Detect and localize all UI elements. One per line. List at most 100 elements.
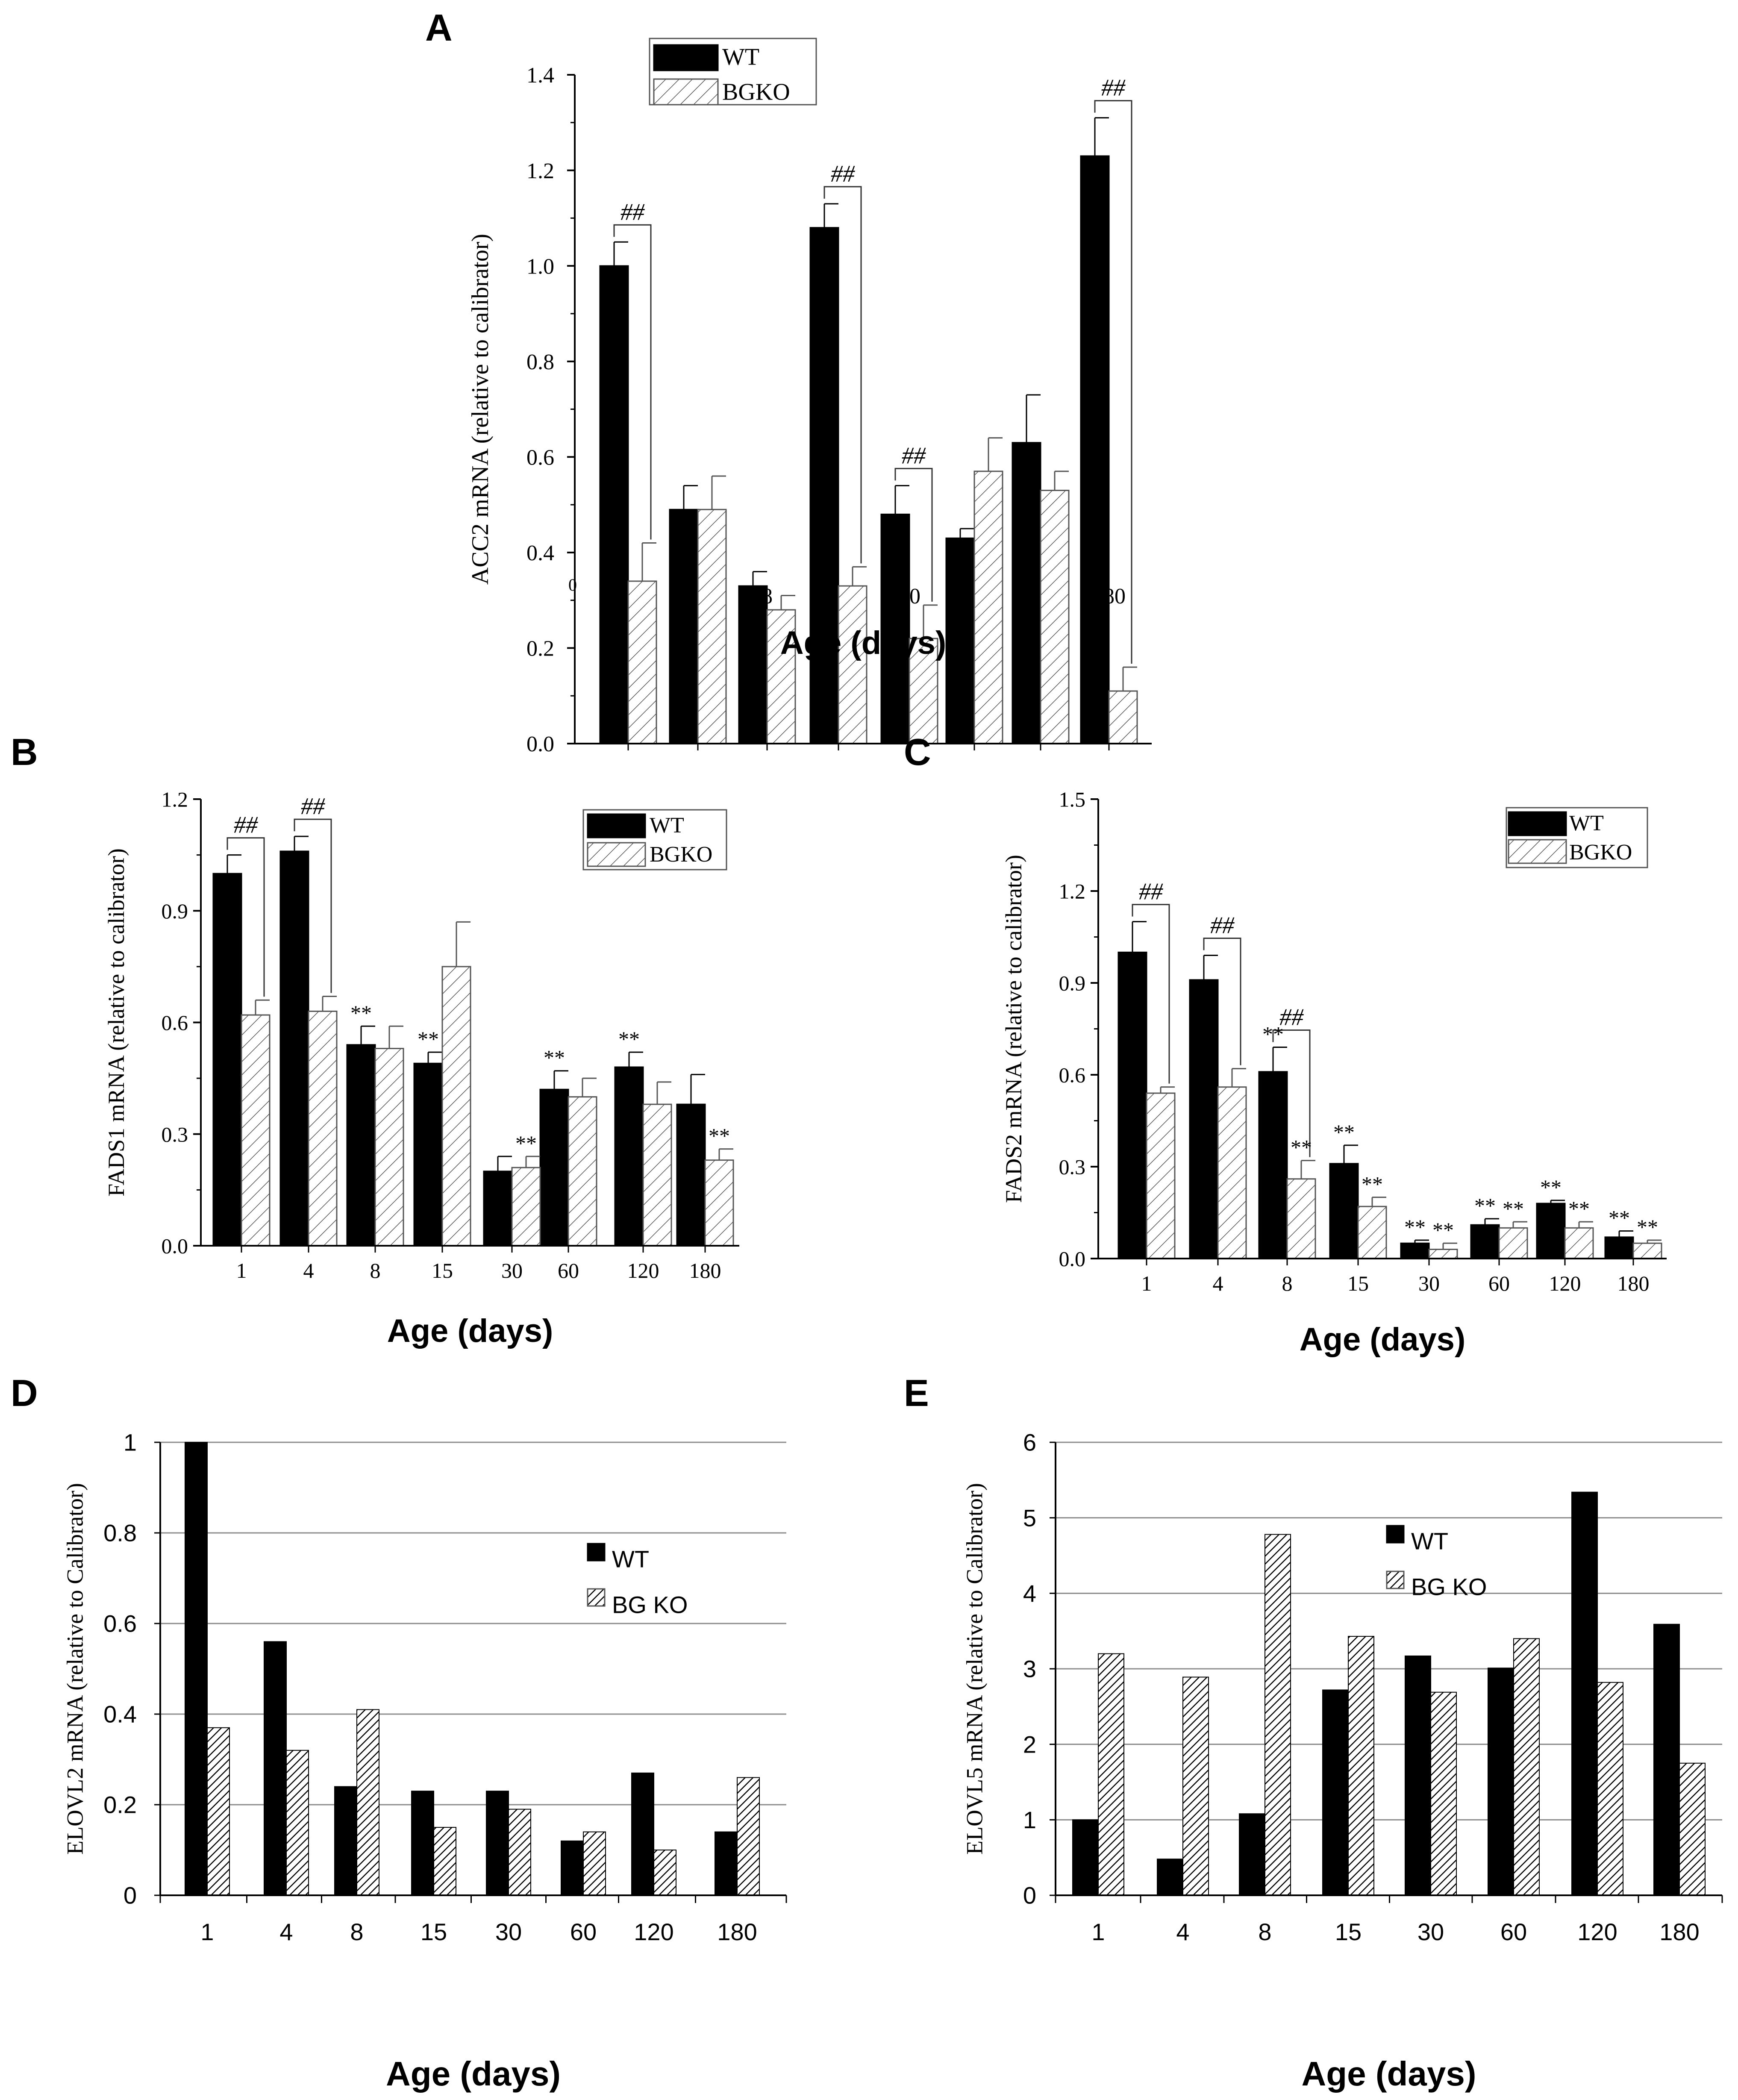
y-tick-label: 2 xyxy=(1023,1731,1036,1758)
bar-bgko-15 xyxy=(1348,1636,1374,1896)
significance-stars: ** xyxy=(1474,1194,1496,1218)
legend-swatch-bgko xyxy=(587,842,646,867)
x-tick-label: 120 xyxy=(1549,1271,1581,1295)
bar-wt-15 xyxy=(809,227,839,744)
x-tick-label: 30 xyxy=(1417,1918,1444,1945)
bar-bgko-120 xyxy=(1564,1227,1594,1259)
significance-hash: ## xyxy=(902,442,926,469)
x-tick-label: 60 xyxy=(558,1259,579,1282)
x-axis-label: Age (days) xyxy=(780,625,947,661)
bar-wt-1 xyxy=(599,265,629,744)
y-tick-label: 1.2 xyxy=(162,788,188,812)
y-tick-label: 0 xyxy=(124,1882,137,1909)
significance-stars: ** xyxy=(1291,1135,1312,1159)
bar-bgko-15 xyxy=(433,1827,456,1896)
significance-bracket xyxy=(226,837,265,997)
legend-label-bgko: BG KO xyxy=(1411,1574,1487,1600)
bar-bgko-1 xyxy=(207,1727,230,1896)
y-axis-label: ELOVL5 mRNA (relative to Calibrator) xyxy=(962,1483,988,1855)
y-tick-label: 0.9 xyxy=(1059,971,1086,995)
bar-bgko-180 xyxy=(737,1777,760,1896)
x-tick-label: 180 xyxy=(689,1259,721,1282)
bar-bgko-8 xyxy=(356,1709,379,1896)
x-tick-label: 4 xyxy=(1213,1271,1223,1295)
x-tick-label: 8 xyxy=(1258,1918,1271,1945)
legend: WT BG KO xyxy=(1386,1525,1487,1600)
bar-wt-120 xyxy=(631,1772,654,1896)
y-tick-label: 0.3 xyxy=(1059,1155,1086,1179)
y-tick-label: 0.8 xyxy=(526,350,554,374)
bar-bgko-4 xyxy=(697,509,727,744)
bar-bgko-60 xyxy=(583,1831,606,1896)
significance-stars: ** xyxy=(1404,1215,1426,1239)
y-tick-label: 0.0 xyxy=(162,1234,188,1258)
significance-bracket xyxy=(823,186,862,564)
legend-label-wt: WT xyxy=(612,1546,649,1573)
significance-hash: ## xyxy=(234,812,258,838)
significance-hash: ## xyxy=(301,793,325,820)
y-tick-label: 0.6 xyxy=(1059,1063,1086,1087)
bar-bgko-30 xyxy=(1428,1249,1458,1259)
x-tick-label: 60 xyxy=(1488,1271,1510,1295)
x-tick-label: 1 xyxy=(1091,1918,1105,1945)
bar-wt-8 xyxy=(738,585,768,744)
legend-swatch-bgko xyxy=(587,1588,606,1607)
legend-label-wt: WT xyxy=(722,44,759,71)
panel-letter: D xyxy=(11,1372,38,1414)
bar-bgko-60 xyxy=(568,1096,597,1247)
x-tick-label: 60 xyxy=(570,1918,597,1945)
bar-bgko-60 xyxy=(973,471,1003,744)
bar-wt-1 xyxy=(1072,1819,1099,1896)
bar-bgko-120 xyxy=(653,1850,676,1896)
y-tick-label: 0.6 xyxy=(103,1610,137,1637)
x-tick-label: 180 xyxy=(1617,1271,1650,1295)
bar-wt-30 xyxy=(1405,1655,1431,1896)
bar-bgko-30 xyxy=(909,638,938,744)
significance-hash: ## xyxy=(1279,1004,1304,1031)
x-tick-label: 1 xyxy=(200,1918,214,1945)
bar-wt-30 xyxy=(483,1171,513,1247)
panel-a: A0.00.20.40.60.81.01.21.4148153060120180… xyxy=(425,6,1152,756)
significance-hash: ## xyxy=(1101,75,1126,101)
legend-swatch-wt xyxy=(653,44,719,71)
y-tick-label: 1.2 xyxy=(1059,879,1086,903)
bar-bgko-4 xyxy=(1217,1086,1247,1259)
bar-wt-60 xyxy=(1488,1668,1514,1896)
bar-bgko-15 xyxy=(838,585,868,744)
x-tick-label: 60 xyxy=(1500,1918,1527,1945)
x-tick-label: 180 xyxy=(1659,1918,1699,1945)
bar-bgko-4 xyxy=(286,1750,309,1896)
significance-bracket xyxy=(1272,1029,1311,1157)
bar-wt-180 xyxy=(1080,155,1110,744)
x-tick-label: 180 xyxy=(717,1918,757,1945)
bar-bgko-180 xyxy=(1679,1762,1706,1896)
bar-wt-60 xyxy=(945,537,975,744)
bar-wt-180 xyxy=(1604,1236,1634,1259)
legend-swatch-wt xyxy=(587,1543,606,1562)
bar-bgko-15 xyxy=(441,966,471,1247)
significance-stars: ** xyxy=(515,1131,537,1155)
bar-wt-180 xyxy=(1653,1624,1680,1896)
significance-hash: ## xyxy=(621,199,645,225)
bar-wt-4 xyxy=(1157,1859,1183,1896)
y-tick-label: 0 xyxy=(1023,1882,1036,1909)
significance-stars: ** xyxy=(418,1027,439,1051)
bar-wt-4 xyxy=(279,850,309,1247)
legend-label-bgko: BG KO xyxy=(612,1591,688,1618)
bar-bgko-120 xyxy=(1040,490,1070,744)
bar-bgko-1 xyxy=(241,1014,271,1247)
bar-bgko-8 xyxy=(374,1047,404,1247)
significance-bracket xyxy=(294,818,332,993)
bar-wt-15 xyxy=(411,1791,434,1896)
y-tick-label: 1.2 xyxy=(526,159,554,183)
significance-hash: ## xyxy=(831,161,855,187)
x-tick-label: 8 xyxy=(1282,1271,1293,1295)
x-axis-label: Age (days) xyxy=(1300,1321,1466,1358)
panel-letter: B xyxy=(11,731,38,773)
x-tick-label: 30 xyxy=(495,1918,522,1945)
legend: WT BGKO xyxy=(649,38,817,106)
significance-stars: ** xyxy=(1503,1197,1524,1221)
bar-bgko-15 xyxy=(1357,1206,1387,1259)
bar-wt-1 xyxy=(185,1442,208,1896)
y-tick-label: 1.0 xyxy=(526,254,554,279)
